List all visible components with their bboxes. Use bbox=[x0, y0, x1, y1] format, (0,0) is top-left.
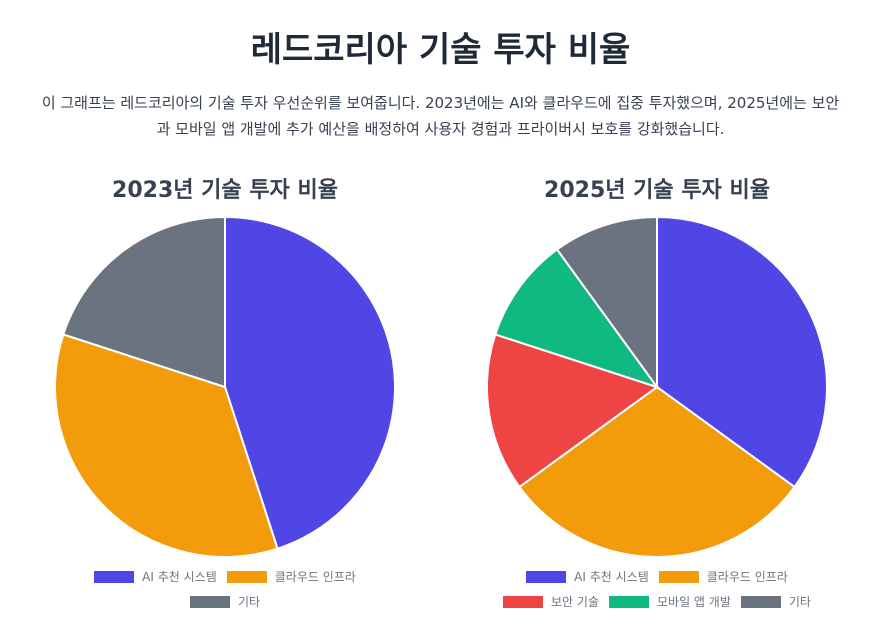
pie-slice[interactable] bbox=[486, 333, 660, 489]
legend-swatch bbox=[658, 570, 699, 583]
pie-slice[interactable] bbox=[555, 215, 658, 391]
legend-swatch bbox=[609, 595, 649, 608]
pie-slice[interactable] bbox=[54, 333, 279, 558]
legend-item[interactable]: 보안 기술 bbox=[503, 593, 599, 610]
legend-swatch bbox=[94, 570, 135, 583]
legend-label: 클라우드 인프라 bbox=[706, 570, 788, 584]
legend-item[interactable]: 모바일 앱 개발 bbox=[609, 593, 731, 610]
legend-item[interactable]: AI 추천 시스템 bbox=[526, 568, 649, 585]
legend-swatch bbox=[226, 570, 267, 583]
pie-slice[interactable] bbox=[494, 248, 660, 389]
legend-label: 클라우드 인프라 bbox=[274, 570, 356, 584]
legend-item[interactable]: 기타 bbox=[740, 593, 811, 610]
legend-swatch bbox=[503, 595, 544, 608]
description: 이 그래프는 레드코리아의 기술 투자 우선순위를 보여줍니다. 2023년에는… bbox=[41, 94, 840, 138]
legend-swatch bbox=[526, 570, 567, 583]
legend-item[interactable]: 클라우드 인프라 bbox=[226, 568, 356, 585]
legend-label: 기타 bbox=[788, 595, 811, 609]
pie-slice[interactable] bbox=[224, 215, 397, 550]
legend-label: 기타 bbox=[237, 595, 261, 609]
legend-label: 모바일 앱 개발 bbox=[657, 595, 731, 609]
legend-label: AI 추천 시스템 bbox=[574, 570, 649, 584]
legend-label: AI 추천 시스템 bbox=[142, 570, 217, 584]
pie-slice[interactable] bbox=[656, 215, 828, 489]
legend-label: 보안 기술 bbox=[551, 595, 599, 609]
pie-slice[interactable] bbox=[62, 215, 226, 389]
page-title: 레드코리아 기술 투자 비율 bbox=[250, 30, 631, 70]
legend-item[interactable]: 기타 bbox=[189, 593, 261, 610]
legend-swatch bbox=[189, 595, 230, 608]
chart-title-2025: 2025년 기술 투자 비율 bbox=[544, 178, 770, 203]
chart-title-2023: 2023년 기술 투자 비율 bbox=[112, 178, 338, 203]
legend-item[interactable]: AI 추천 시스템 bbox=[94, 568, 217, 585]
pie-slice[interactable] bbox=[518, 385, 796, 558]
legend-item[interactable]: 클라우드 인프라 bbox=[658, 568, 788, 585]
legend-swatch bbox=[740, 595, 781, 608]
